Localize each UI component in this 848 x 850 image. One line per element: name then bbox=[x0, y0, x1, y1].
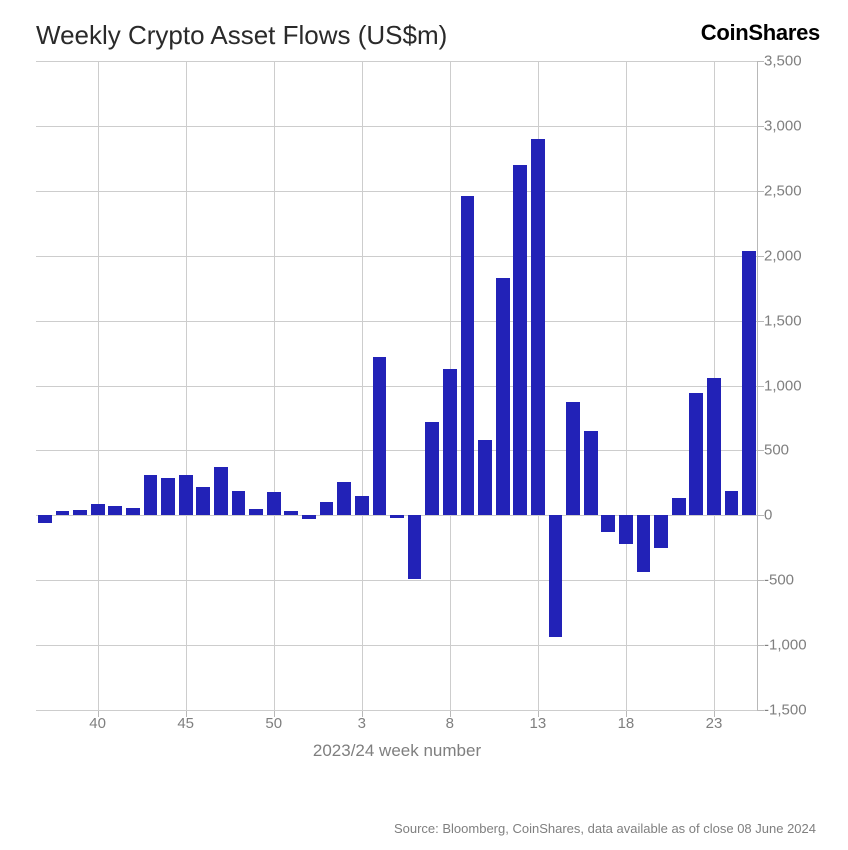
chart-bar bbox=[56, 511, 70, 515]
y-tick-label: 2,000 bbox=[764, 247, 820, 264]
gridline bbox=[36, 450, 758, 451]
chart-bar bbox=[144, 475, 158, 515]
y-tick-label: 500 bbox=[764, 442, 820, 459]
chart-bar bbox=[478, 440, 492, 515]
y-tick-label: 3,000 bbox=[764, 117, 820, 134]
chart-area: 2023/24 week number -1,500 -1,000 -500 0 500… bbox=[36, 61, 820, 766]
chart-bar bbox=[249, 509, 263, 515]
x-gridline bbox=[626, 61, 627, 710]
chart-bar bbox=[619, 515, 633, 544]
x-axis-label: 2023/24 week number bbox=[36, 741, 758, 761]
chart-bar bbox=[91, 504, 105, 516]
chart-bar bbox=[725, 491, 739, 516]
x-tick-label: 13 bbox=[530, 715, 547, 732]
y-tick-label: -1,500 bbox=[764, 702, 820, 719]
x-gridline bbox=[274, 61, 275, 710]
gridline bbox=[36, 61, 758, 62]
chart-bar bbox=[742, 251, 756, 516]
chart-bar bbox=[443, 369, 457, 516]
chart-bar bbox=[355, 496, 369, 515]
x-tick-label: 3 bbox=[358, 715, 366, 732]
chart-bar bbox=[302, 515, 316, 519]
chart-bar bbox=[179, 475, 193, 515]
chart-bar bbox=[161, 478, 175, 516]
x-gridline bbox=[98, 61, 99, 710]
chart-title: Weekly Crypto Asset Flows (US$m) bbox=[36, 20, 447, 51]
chart-bar bbox=[267, 492, 281, 515]
chart-bar bbox=[461, 196, 475, 515]
chart-bar bbox=[601, 515, 615, 532]
chart-bar bbox=[689, 393, 703, 515]
y-tick-label: 1,500 bbox=[764, 312, 820, 329]
gridline bbox=[36, 710, 758, 711]
gridline bbox=[36, 321, 758, 322]
gridline bbox=[36, 386, 758, 387]
chart-header: Weekly Crypto Asset Flows (US$m) CoinSha… bbox=[36, 20, 820, 51]
chart-bar bbox=[584, 431, 598, 515]
x-gridline bbox=[362, 61, 363, 710]
source-caption: Source: Bloomberg, CoinShares, data avai… bbox=[394, 821, 816, 836]
x-tick-label: 45 bbox=[177, 715, 194, 732]
chart-plot bbox=[36, 61, 758, 711]
y-tick-label: -1,000 bbox=[764, 637, 820, 654]
chart-bar bbox=[513, 165, 527, 515]
chart-bar bbox=[337, 482, 351, 516]
chart-bar bbox=[373, 357, 387, 515]
x-gridline bbox=[186, 61, 187, 710]
gridline bbox=[36, 580, 758, 581]
x-tick-label: 18 bbox=[618, 715, 635, 732]
brand-logo: CoinShares bbox=[701, 20, 820, 46]
y-tick-label: 3,500 bbox=[764, 53, 820, 70]
gridline bbox=[36, 191, 758, 192]
gridline bbox=[36, 256, 758, 257]
chart-bar bbox=[108, 506, 122, 515]
chart-bar bbox=[496, 278, 510, 516]
chart-bar bbox=[232, 491, 246, 516]
chart-bar bbox=[196, 487, 210, 516]
gridline bbox=[36, 126, 758, 127]
chart-bar bbox=[531, 139, 545, 515]
chart-bar bbox=[637, 515, 651, 572]
x-tick-label: 8 bbox=[446, 715, 454, 732]
chart-bar bbox=[566, 402, 580, 515]
chart-bar bbox=[38, 515, 52, 523]
x-tick-label: 40 bbox=[89, 715, 106, 732]
chart-bar bbox=[320, 502, 334, 515]
chart-bar bbox=[390, 515, 404, 518]
y-tick-label: 2,500 bbox=[764, 182, 820, 199]
chart-bar bbox=[408, 515, 422, 579]
gridline bbox=[36, 645, 758, 646]
chart-bar bbox=[549, 515, 563, 637]
chart-bar bbox=[73, 510, 87, 515]
x-tick-label: 23 bbox=[706, 715, 723, 732]
y-tick-label: -500 bbox=[764, 572, 820, 589]
chart-bar bbox=[425, 422, 439, 515]
chart-bar bbox=[654, 515, 668, 547]
y-tick-label: 0 bbox=[764, 507, 820, 524]
chart-bar bbox=[672, 498, 686, 515]
chart-bar bbox=[126, 508, 140, 516]
chart-bar bbox=[214, 467, 228, 515]
y-tick-label: 1,000 bbox=[764, 377, 820, 394]
x-tick-label: 50 bbox=[265, 715, 282, 732]
chart-bar bbox=[284, 511, 298, 515]
chart-bar bbox=[707, 378, 721, 516]
